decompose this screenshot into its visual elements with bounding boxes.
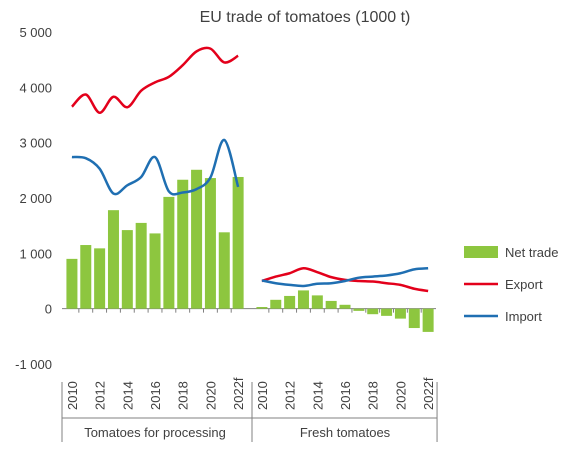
y-tick-label: 1 000	[19, 246, 52, 261]
legend-label: Export	[505, 277, 543, 292]
net-trade-bar	[66, 258, 78, 309]
net-trade-bar	[191, 169, 203, 309]
x-tick-label: 2020	[393, 381, 408, 410]
x-tick-label: 2014	[120, 381, 135, 410]
net-trade-bar	[353, 308, 365, 311]
net-trade-bar	[408, 308, 420, 329]
legend-label: Import	[505, 309, 542, 324]
x-tick-label: 2016	[338, 381, 353, 410]
y-tick-label: -1 000	[15, 357, 52, 372]
net-trade-bar	[381, 308, 393, 316]
legend-swatch-net-trade	[464, 246, 498, 258]
x-tick-label: 2020	[203, 381, 218, 410]
x-tick-label: 2018	[176, 381, 191, 410]
net-trade-bar	[135, 222, 147, 309]
net-trade-bar	[367, 308, 379, 315]
net-trade-bar	[218, 232, 230, 309]
net-trade-bar	[339, 304, 351, 309]
x-tick-label: 2014	[310, 381, 325, 410]
net-trade-bar	[107, 210, 119, 309]
import-line	[71, 138, 240, 196]
net-trade-bar	[204, 178, 216, 309]
x-tick-label: 2018	[366, 381, 381, 410]
group-label: Fresh tomatoes	[300, 425, 391, 440]
group-label: Tomatoes for processing	[84, 425, 226, 440]
chart-title: EU trade of tomatoes (1000 t)	[200, 9, 411, 26]
y-tick-label: 5 000	[19, 25, 52, 40]
x-tick-label: 2022f	[231, 377, 246, 410]
x-tick-label: 2016	[148, 381, 163, 410]
net-trade-bar	[284, 295, 296, 309]
x-tick-label: 2010	[255, 381, 270, 410]
net-trade-bar	[311, 295, 323, 309]
net-trade-bar	[121, 230, 133, 309]
x-tick-label: 2012	[93, 381, 108, 410]
import-line	[261, 267, 429, 288]
x-tick-label: 2022f	[421, 377, 436, 410]
export-line	[71, 46, 239, 115]
net-trade-bar	[163, 196, 175, 309]
net-trade-bar	[177, 179, 189, 309]
legend-label: Net trade	[505, 245, 558, 260]
y-tick-label: 3 000	[19, 136, 52, 151]
net-trade-bar	[422, 308, 434, 332]
net-trade-bar	[80, 245, 92, 309]
net-trade-bar	[325, 300, 337, 309]
net-trade-bar	[297, 290, 309, 309]
x-tick-label: 2010	[65, 381, 80, 410]
net-trade-bar	[270, 299, 282, 309]
y-tick-label: 0	[45, 302, 52, 317]
net-trade-bar	[394, 308, 406, 319]
net-trade-bar	[149, 233, 161, 309]
net-trade-bar	[94, 248, 106, 309]
net-trade-bar	[232, 176, 244, 309]
net-trade-bar	[256, 307, 268, 309]
x-tick-label: 2012	[283, 381, 298, 410]
y-tick-label: 2 000	[19, 191, 52, 206]
y-tick-label: 4 000	[19, 80, 52, 95]
